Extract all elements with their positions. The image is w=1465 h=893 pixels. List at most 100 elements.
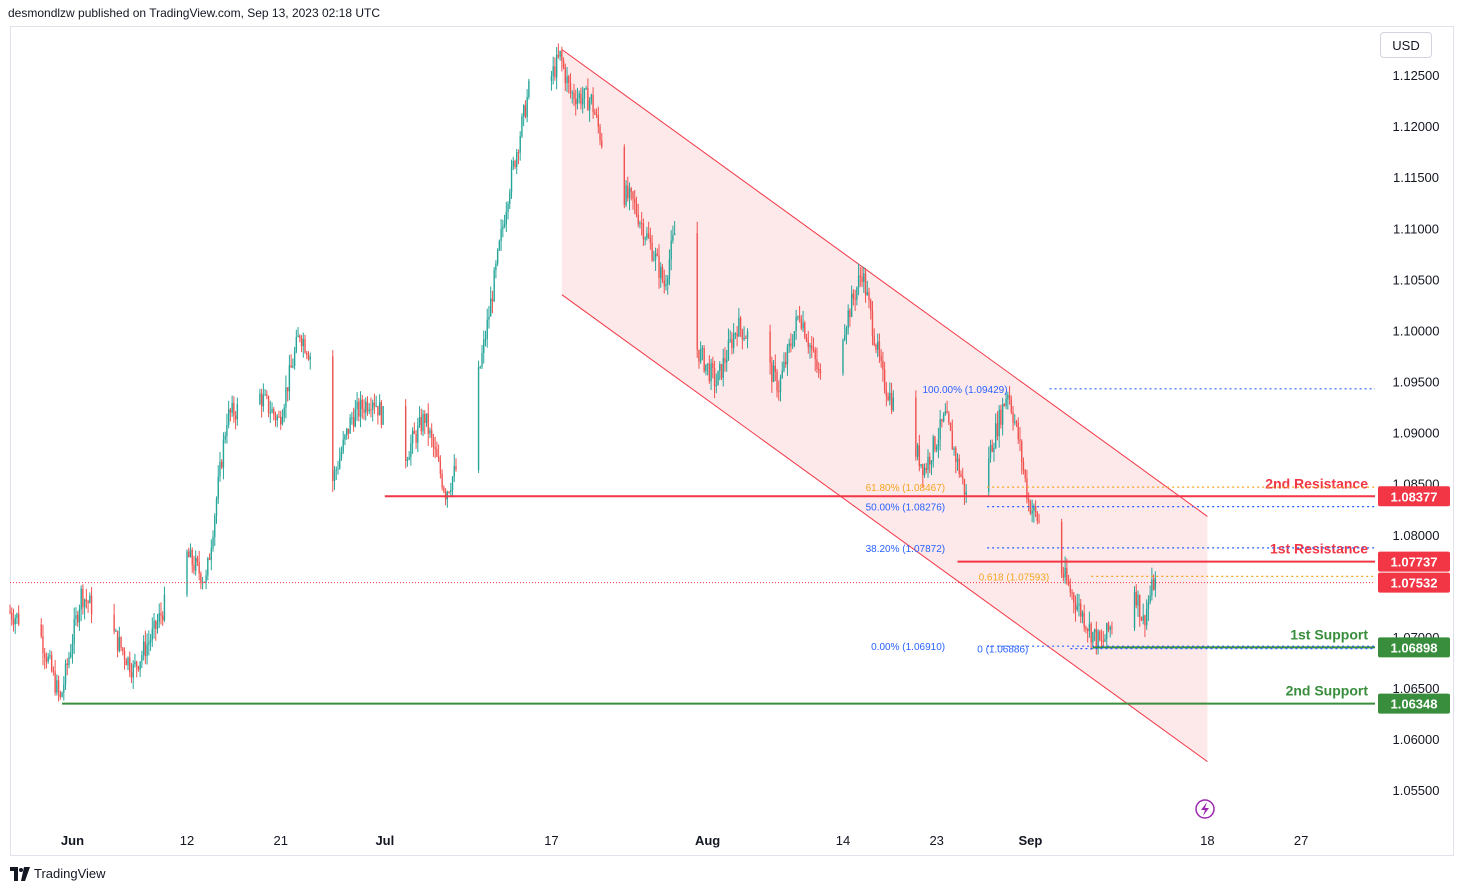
candle-up — [281, 416, 284, 425]
candle-up — [411, 431, 414, 444]
candle-down — [1139, 594, 1141, 618]
candle-down — [234, 415, 237, 420]
candle-up — [288, 365, 291, 392]
candle-down — [778, 391, 780, 393]
candle-up — [146, 644, 148, 657]
candle-down — [517, 152, 520, 154]
candle-up — [738, 317, 740, 337]
candle-up — [333, 470, 336, 481]
candle-down — [868, 292, 870, 301]
candle-up — [956, 458, 959, 462]
candle-down — [663, 280, 665, 287]
candle-down — [162, 615, 164, 621]
candle-up — [1007, 394, 1009, 399]
candle-up — [418, 416, 421, 426]
candle-up — [746, 331, 749, 339]
y-tick-label: 1.06500 — [1393, 681, 1440, 696]
candle-down — [373, 402, 376, 407]
candle-up — [292, 366, 294, 368]
candle-up — [670, 240, 672, 260]
candle-down — [696, 233, 698, 350]
candle-up — [14, 617, 16, 625]
candle-up — [502, 226, 504, 230]
candle-down — [221, 461, 223, 468]
candle-up — [269, 412, 272, 414]
candle-down — [352, 417, 355, 427]
candle-down — [1026, 478, 1028, 500]
axes: 1.12500 1.12000 1.11500 1.11000 1.10500 1.100… — [61, 68, 1450, 848]
candle-up — [571, 92, 573, 94]
candle-down — [575, 99, 577, 105]
candle-up — [844, 334, 846, 340]
candle-up — [337, 468, 339, 470]
chart-frame — [10, 26, 1454, 856]
candle-up — [791, 345, 794, 347]
candle-down — [871, 310, 874, 337]
candle-up — [559, 50, 561, 57]
candle-down — [991, 444, 993, 453]
candle-up — [783, 361, 785, 371]
lightning-icon[interactable] — [1195, 799, 1215, 819]
candle-down — [1073, 593, 1075, 603]
candle-down — [1036, 512, 1039, 521]
candle-up — [489, 298, 492, 317]
candle-down — [554, 66, 556, 78]
candle-down — [627, 185, 629, 199]
candle-up — [667, 278, 669, 285]
candle-down — [50, 655, 53, 671]
candle-up — [149, 640, 152, 643]
currency-button[interactable]: USD — [1380, 32, 1432, 58]
fib-level-label: 38.20% (1.07872) — [866, 544, 946, 555]
fib-level-label: 61.80% (1.08467) — [866, 483, 946, 494]
candle-down — [656, 253, 658, 256]
candle-down — [885, 390, 888, 397]
candle-down — [955, 448, 957, 462]
candle-up — [715, 385, 717, 387]
candle-up — [1106, 623, 1108, 639]
candle-up — [71, 643, 74, 654]
candle-up — [224, 435, 226, 440]
candle-up — [148, 642, 150, 645]
candle-up — [1147, 602, 1150, 610]
candle-up — [576, 97, 579, 105]
lightning-icon-bolt — [1201, 802, 1209, 816]
candle-down — [304, 339, 306, 353]
candle-down — [819, 369, 822, 374]
candle-up — [351, 417, 353, 419]
candle-up — [378, 402, 381, 416]
resistance-label: 2nd Resistance — [1265, 475, 1368, 491]
candle-up — [486, 319, 488, 339]
candle-up — [75, 615, 77, 619]
candle-up — [866, 292, 868, 295]
candle-down — [437, 456, 440, 461]
support-price-badge-bg — [1378, 693, 1450, 714]
y-tick-label: 1.06000 — [1393, 732, 1440, 747]
y-tick-label: 1.12500 — [1393, 68, 1440, 83]
x-tick-label: 14 — [836, 833, 850, 848]
candle-down — [1080, 603, 1082, 617]
candle-down — [946, 411, 948, 414]
candle-down — [87, 601, 89, 604]
support-label: 1st Support — [1290, 626, 1368, 642]
candle-up — [1005, 398, 1007, 406]
candle-down — [1008, 394, 1011, 400]
candle-down — [1152, 579, 1155, 590]
candle-up — [194, 557, 197, 571]
candle-down — [155, 620, 157, 629]
candle-down — [278, 416, 280, 418]
candle-down — [1135, 591, 1137, 606]
candle-down — [635, 202, 638, 215]
candle-down — [712, 363, 714, 369]
candle-down — [859, 275, 862, 278]
candle-down — [52, 670, 55, 672]
candle-down — [380, 402, 383, 425]
candle-up — [410, 443, 412, 458]
candle-up — [935, 446, 938, 450]
candle-down — [1069, 584, 1072, 593]
candle-up — [493, 270, 495, 302]
candle-up — [590, 94, 593, 101]
candle-down — [1010, 399, 1013, 412]
fib-level-label: 100.00% (1.09429) — [922, 385, 1007, 396]
fib-level-label: 0.618 (1.07593) — [979, 572, 1050, 583]
